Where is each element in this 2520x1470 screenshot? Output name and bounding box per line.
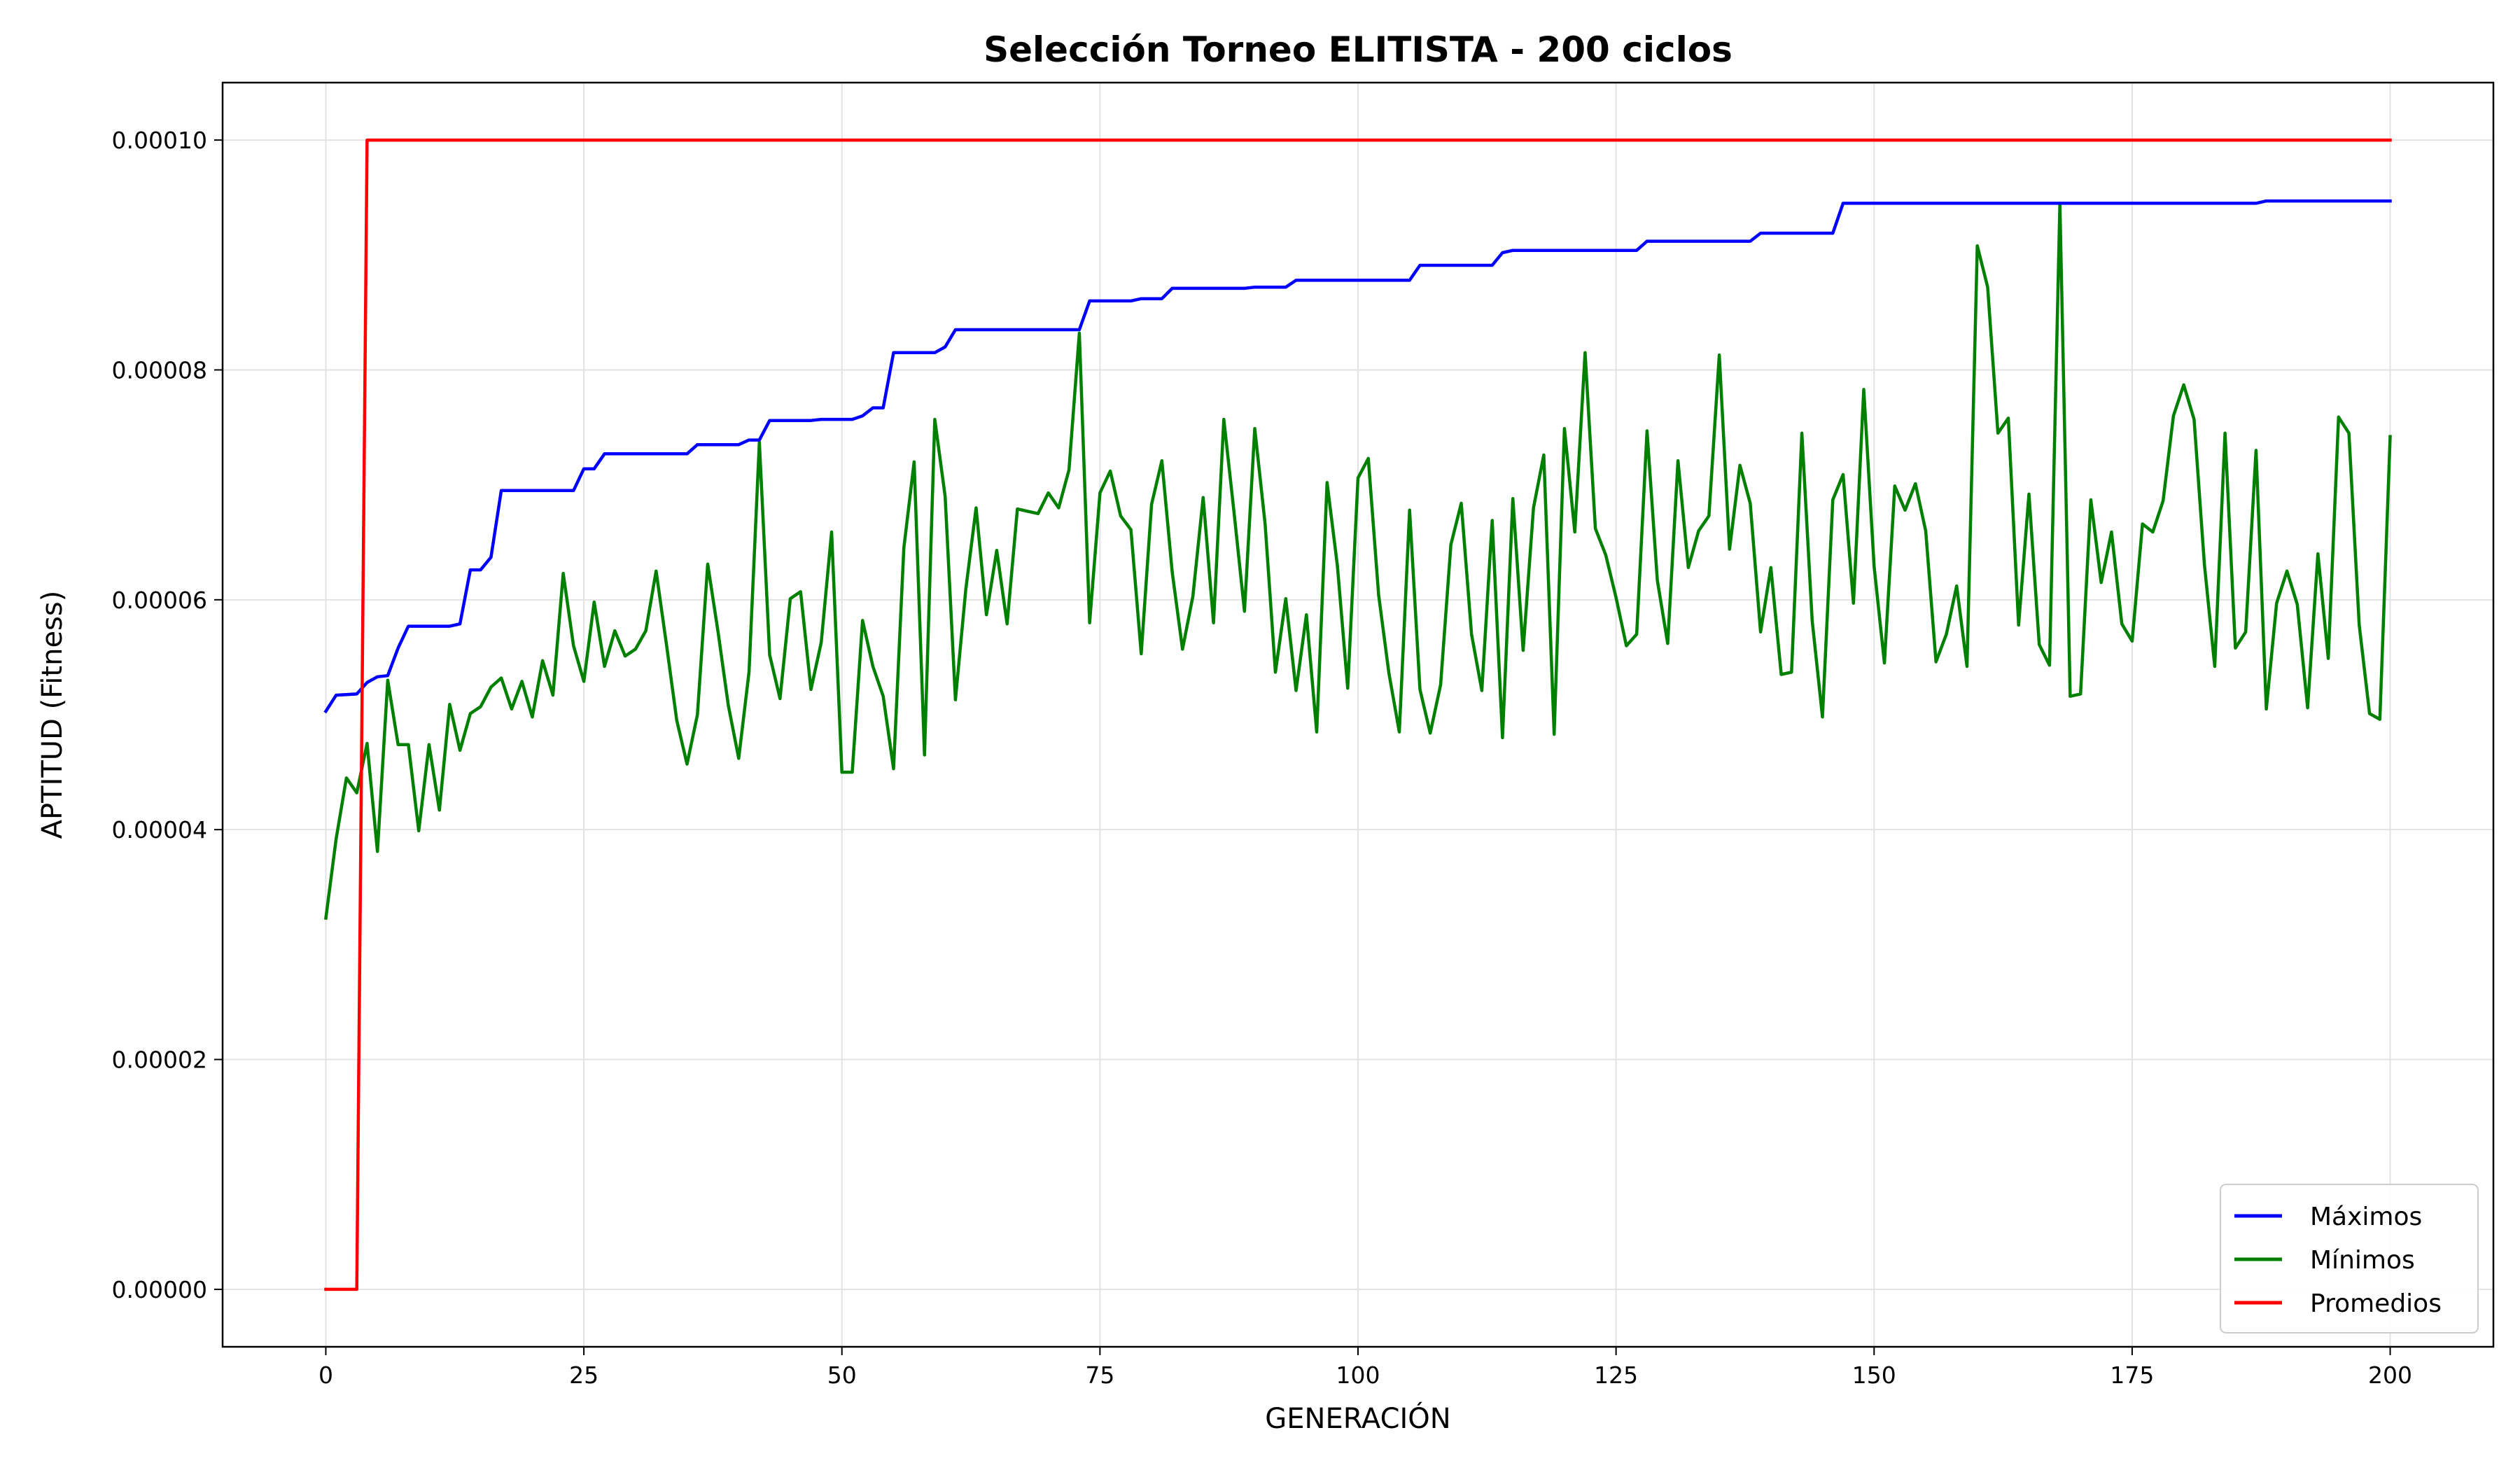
legend: Máximos Mínimos Promedios [2220, 1184, 2479, 1334]
plot-series [323, 138, 2392, 1292]
x-tick-label: 200 [2368, 1362, 2412, 1389]
x-tick-label: 100 [1336, 1362, 1380, 1389]
y-tick-label: 0.00010 [112, 127, 207, 154]
series-line-promedios [324, 138, 2392, 1292]
x-tick-label: 50 [827, 1362, 857, 1389]
x-tick-label: 125 [1594, 1362, 1638, 1389]
y-axis-ticks: 0.00000 0.00002 0.00004 0.00006 0.00008 0.000… [112, 127, 223, 1303]
chart-title: Selección Torneo ELITISTA - 200 ciclos [983, 29, 1732, 70]
y-tick-label: 0.00002 [112, 1046, 207, 1074]
series-line-maximos [323, 199, 2392, 714]
grid-lines [223, 83, 2493, 1347]
y-tick-label: 0.00006 [112, 587, 207, 614]
x-tick-label: 150 [1852, 1362, 1896, 1389]
x-axis-label: GENERACIÓN [1265, 1401, 1450, 1435]
x-tick-label: 75 [1085, 1362, 1114, 1389]
legend-box [2220, 1184, 2479, 1334]
legend-label: Máximos [2310, 1203, 2422, 1231]
y-tick-label: 0.00000 [112, 1276, 207, 1303]
y-axis-label: APTITUD (Fitness) [36, 591, 69, 839]
x-tick-label: 175 [2110, 1362, 2154, 1389]
y-tick-label: 0.00008 [112, 356, 207, 384]
x-tick-label: 25 [569, 1362, 598, 1389]
y-tick-label: 0.00004 [112, 816, 207, 844]
x-tick-label: 0 [318, 1362, 333, 1389]
x-axis-ticks: 0 25 50 75 100 125 150 175 200 [318, 1347, 2412, 1389]
legend-label: Mínimos [2310, 1246, 2415, 1275]
legend-label: Promedios [2310, 1289, 2442, 1318]
series-line-minimos [323, 202, 2392, 920]
